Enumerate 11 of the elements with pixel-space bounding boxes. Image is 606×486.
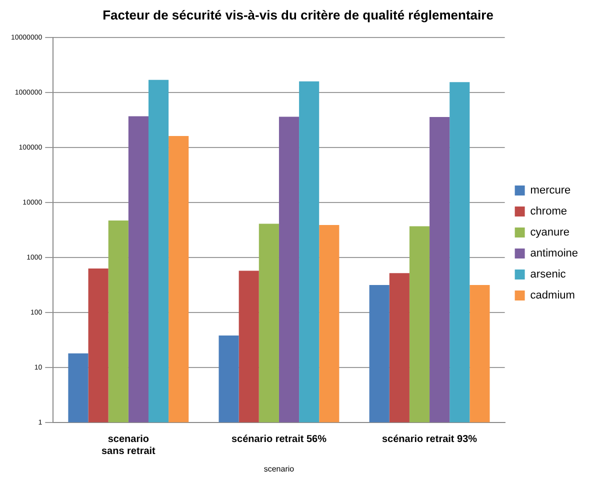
x-tick-label: scénario retrait 56% (231, 434, 327, 446)
chart-title: Facteur de sécurité vis-à-vis du critère de qualité réglementaire (102, 7, 494, 22)
legend-label: cadmium (530, 290, 575, 302)
x-tick-label: scenario sans retrait (101, 434, 156, 458)
x-axis-title: scenario (264, 464, 295, 474)
legend-label: chrome (530, 206, 567, 218)
x-tick-label: scénario retrait 93% (382, 434, 478, 446)
legend-label: antimoine (530, 248, 578, 260)
legend-label: arsenic (530, 268, 566, 281)
legend-label: mercure (530, 184, 571, 197)
legend-label: cyanure (530, 226, 570, 239)
